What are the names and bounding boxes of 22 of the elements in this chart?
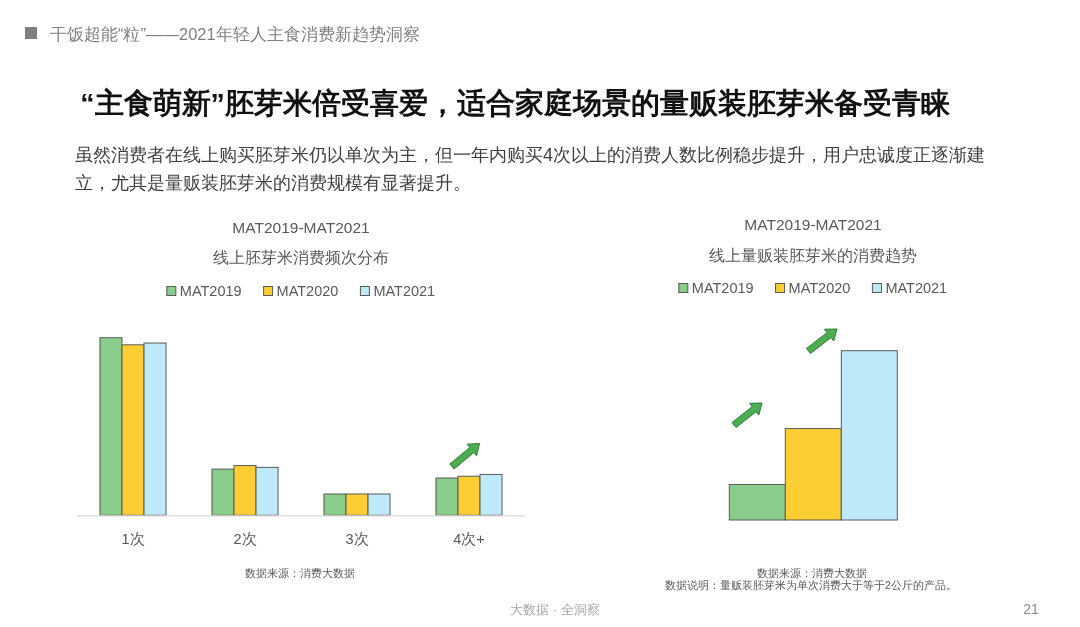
annotation: 虽然消费者在线上购买胚芽米仍以单次为主，但一年内购买4次以上的消费人数比例稳步提升，用户忠诚度正逐渐建立，尤其是量贩装胚芽米的消费规模有显著提升。 <box>75 145 985 193</box>
annotation: 数据说明：量贩装胚芽米为单次消费大于等于2公斤的产品。 <box>665 579 957 591</box>
legend-label: MAT2019 <box>691 280 754 297</box>
subtitle: 线上量贩装胚芽米的消费趋势 <box>709 247 917 264</box>
legend-label: MAT2020 <box>276 283 339 300</box>
legend-label: MAT2021 <box>373 283 436 300</box>
legend-label: MAT2020 <box>788 280 851 297</box>
annotation: 干饭超能“粒”——2021年轻人主食消费新趋势洞察 <box>50 25 420 43</box>
subtitle: 线上胚芽米消费频次分布 <box>213 249 389 266</box>
legend-label: MAT2019 <box>179 283 242 300</box>
x-tick-label: 1次 <box>121 531 145 547</box>
x-tick-label: 3次 <box>345 531 369 547</box>
annotation: 大数据 · 全洞察 <box>510 602 600 617</box>
x-tick-label: 2次 <box>233 531 257 547</box>
annotation: 数据来源：消费大数据 <box>757 567 867 579</box>
title: MAT2019-MAT2021 <box>744 216 882 233</box>
x-tick-label: 4次+ <box>453 531 485 547</box>
legend-label: MAT2021 <box>885 280 948 297</box>
annotation: “主食萌新”胚芽米倍受喜爱，适合家庭场景的量贩装胚芽米备受青睐 <box>80 87 950 119</box>
annotation: 21 <box>1023 601 1039 617</box>
title: MAT2019-MAT2021 <box>232 219 370 236</box>
annotation: 数据来源：消费大数据 <box>245 567 355 579</box>
